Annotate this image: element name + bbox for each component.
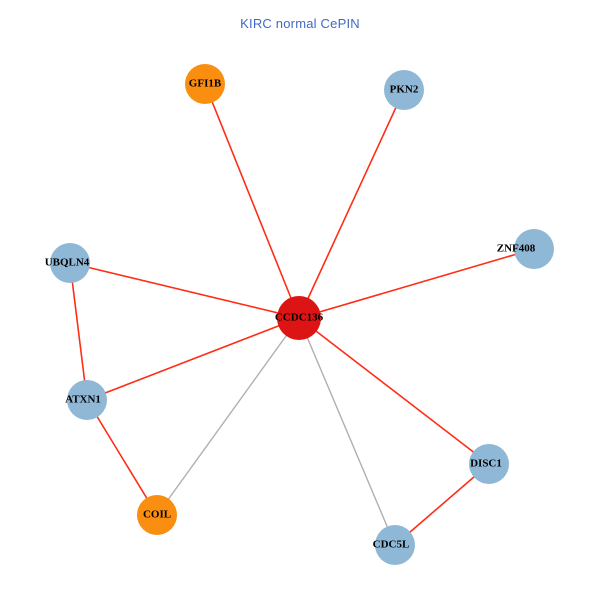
node-label-znf408: ZNF408 [497,243,536,255]
node-disc1[interactable]: DISC1 [469,444,509,484]
node-gfi1b[interactable]: GFI1B [185,64,225,104]
node-atxn1[interactable]: ATXN1 [65,380,107,420]
node-znf408[interactable]: ZNF408 [497,229,554,269]
edge-ccdc136-znf408[interactable] [298,248,535,319]
node-label-atxn1: ATXN1 [65,394,101,406]
node-circle-cdc5l[interactable] [375,525,415,565]
edge-ccdc136-disc1[interactable] [298,317,490,465]
node-layer: CCDC136 GFI1B PKN2 ZNF408 UBQLN4 ATXN1 COIL CDC… [45,64,554,565]
node-cdc5l[interactable]: CDC5L [373,525,415,565]
node-circle-znf408[interactable] [514,229,554,269]
node-label-disc1: DISC1 [470,458,502,470]
node-label-coil: COIL [143,509,171,521]
node-pkn2[interactable]: PKN2 [384,70,424,110]
edge-ubqln4-atxn1[interactable] [69,262,88,401]
edge-ccdc136-coil[interactable] [156,317,300,516]
node-circle-ubqln4[interactable] [50,243,90,283]
edge-ccdc136-pkn2[interactable] [298,89,405,319]
node-circle-gfi1b[interactable] [185,64,225,104]
edge-layer [69,83,535,546]
node-ubqln4[interactable]: UBQLN4 [45,243,90,283]
node-coil[interactable]: COIL [137,495,177,535]
edge-ccdc136-cdc5l[interactable] [298,317,396,546]
node-circle-disc1[interactable] [469,444,509,484]
edge-ccdc136-gfi1b[interactable] [204,83,300,319]
node-label-gfi1b: GFI1B [189,78,222,90]
node-label-ccdc136: CCDC136 [275,312,324,324]
node-circle-coil[interactable] [137,495,177,535]
node-label-ubqln4: UBQLN4 [45,257,90,269]
edge-ccdc136-atxn1[interactable] [86,317,300,401]
node-circle-atxn1[interactable] [67,380,107,420]
edge-atxn1-coil[interactable] [86,399,158,516]
page-title: KIRC normal CePIN [240,16,360,31]
node-label-pkn2: PKN2 [390,84,419,96]
edge-ccdc136-ubqln4[interactable] [69,262,300,319]
node-circle-ccdc136[interactable] [277,296,321,340]
node-ccdc136[interactable]: CCDC136 [275,296,324,340]
node-circle-pkn2[interactable] [384,70,424,110]
edge-disc1-cdc5l[interactable] [394,463,490,546]
node-label-cdc5l: CDC5L [373,539,410,551]
